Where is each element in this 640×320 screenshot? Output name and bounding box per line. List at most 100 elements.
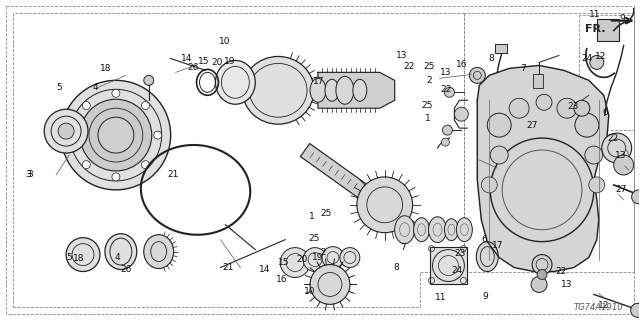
Circle shape [141,161,150,169]
Text: 16: 16 [276,275,287,284]
Text: 25: 25 [424,62,435,71]
Circle shape [614,155,634,175]
Text: 25: 25 [422,101,433,110]
Circle shape [490,146,508,164]
Text: 14: 14 [180,54,192,63]
Text: 25: 25 [308,234,319,243]
Bar [533,74,543,88]
Text: 2: 2 [427,76,433,85]
Circle shape [444,87,454,97]
Circle shape [44,109,88,153]
Ellipse shape [310,78,326,102]
Text: 13: 13 [440,68,452,77]
Text: 22: 22 [556,267,566,276]
Text: 10: 10 [304,287,316,296]
Ellipse shape [444,219,458,241]
Circle shape [310,265,350,304]
Text: 15: 15 [278,258,290,267]
Text: 22: 22 [440,85,452,94]
Text: 14: 14 [259,265,270,274]
Ellipse shape [429,217,447,243]
Text: 26: 26 [120,265,131,275]
Circle shape [112,89,120,97]
Text: 18: 18 [100,64,112,73]
Text: 4: 4 [93,83,99,92]
Ellipse shape [144,235,173,268]
Circle shape [58,123,74,139]
Circle shape [536,94,552,110]
Circle shape [454,107,468,121]
Bar [429,247,467,284]
Circle shape [112,173,120,181]
Circle shape [481,177,497,193]
Text: 4: 4 [114,253,120,262]
Circle shape [70,131,78,139]
Text: 1: 1 [309,212,315,221]
Text: 19: 19 [224,57,236,66]
Ellipse shape [336,76,354,104]
Circle shape [532,255,552,275]
Text: 12: 12 [598,301,609,310]
Circle shape [574,100,590,116]
Circle shape [66,238,100,271]
Text: 19: 19 [312,253,324,262]
Text: 13: 13 [396,51,407,60]
Text: 20: 20 [296,255,308,264]
Circle shape [585,146,603,164]
Text: 27: 27 [615,185,627,194]
Text: 9: 9 [483,292,488,301]
Text: 24: 24 [581,54,593,63]
Ellipse shape [456,218,472,242]
Text: 23: 23 [454,250,466,259]
Text: 26: 26 [187,63,198,72]
Text: FR.: FR. [585,24,605,34]
Circle shape [280,248,310,277]
Text: 22: 22 [607,133,618,143]
Circle shape [537,269,547,279]
Text: 22: 22 [404,62,415,71]
Ellipse shape [476,242,498,271]
Text: 6: 6 [481,235,487,244]
Text: 3: 3 [26,171,31,180]
Polygon shape [300,144,380,206]
Circle shape [602,133,632,163]
Text: 24: 24 [451,266,463,276]
Text: 8: 8 [394,263,399,272]
Ellipse shape [325,79,339,101]
Circle shape [509,98,529,118]
Text: 3: 3 [27,170,33,179]
Ellipse shape [243,56,314,124]
Text: 1: 1 [425,114,431,123]
Text: 7: 7 [400,243,406,252]
Text: 8: 8 [488,54,494,63]
Ellipse shape [105,234,137,269]
Circle shape [531,276,547,292]
Circle shape [557,98,577,118]
Bar [495,44,507,53]
Text: 11: 11 [589,10,600,19]
Text: 11: 11 [435,292,447,301]
Circle shape [303,248,327,271]
Ellipse shape [353,79,367,101]
Circle shape [61,80,171,190]
Ellipse shape [216,60,255,104]
Text: 17: 17 [492,241,503,250]
Text: 17: 17 [313,77,324,86]
Text: 27: 27 [526,121,537,130]
Text: 13: 13 [615,150,627,160]
Text: 15: 15 [198,57,210,66]
Circle shape [589,177,605,193]
Bar [596,19,619,41]
Circle shape [442,138,449,146]
Text: 13: 13 [561,280,573,289]
Ellipse shape [413,218,429,242]
Text: 21: 21 [168,170,179,179]
Circle shape [340,248,360,268]
Circle shape [469,68,485,83]
Text: 9: 9 [620,14,625,23]
Circle shape [83,101,90,109]
Circle shape [575,113,599,137]
Text: 5: 5 [66,253,72,262]
Text: 2: 2 [321,248,326,257]
Circle shape [590,55,604,69]
